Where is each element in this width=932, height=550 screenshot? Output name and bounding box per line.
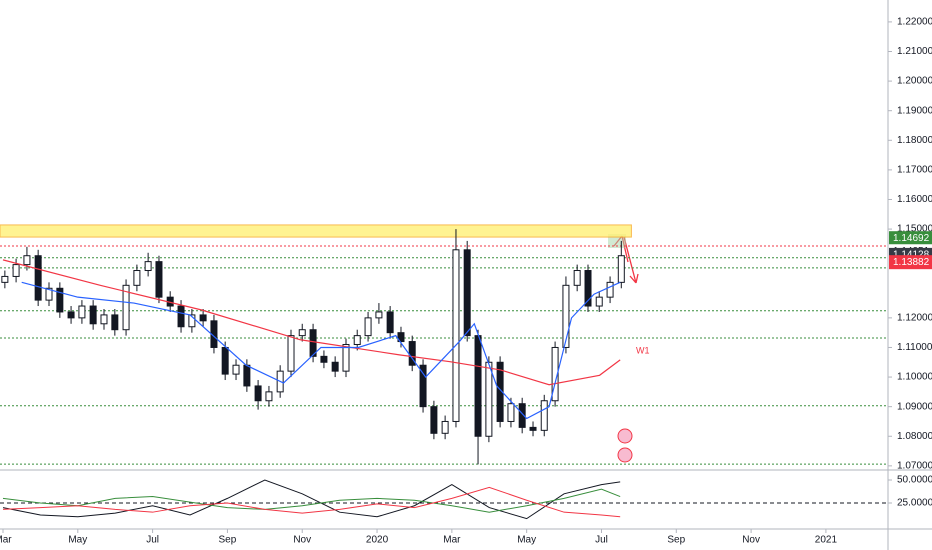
candle-body [595, 296, 603, 307]
price-label-box [889, 255, 932, 270]
candle-body [419, 364, 427, 408]
y-tick-label: 1.15000 [897, 224, 932, 235]
osc-tick-label: 50.00000 [897, 475, 932, 486]
y-tick-label: 1.18000 [897, 135, 932, 146]
candle-body [375, 311, 383, 319]
x-tick-label: 2021 [815, 535, 838, 546]
candle-body [45, 287, 53, 301]
candle-body [386, 311, 394, 334]
x-tick-label: Sep [219, 535, 237, 546]
x-tick-label: Jul [595, 535, 608, 546]
candle-body [309, 329, 317, 357]
moving-average [2, 259, 621, 386]
event-icon [617, 428, 633, 444]
candle-body [34, 255, 42, 301]
candle-body [188, 314, 196, 328]
candle-body [606, 281, 614, 298]
y-tick-label: 1.10000 [897, 372, 932, 383]
y-tick-label: 1.22000 [897, 17, 932, 28]
candle-body [507, 403, 515, 422]
y-tick-label: 1.09000 [897, 401, 932, 412]
x-tick-label: Jul [146, 535, 159, 546]
candle-body [221, 346, 229, 375]
price-label: 1.14692 [893, 233, 930, 244]
y-tick-label: 1.19000 [897, 105, 932, 116]
x-tick-label: Nov [742, 535, 760, 546]
x-tick-label: Mar [443, 535, 461, 546]
candle-body [518, 403, 526, 428]
y-tick-label: 1.08000 [897, 431, 932, 442]
candle-body [243, 364, 251, 387]
candle-body [474, 335, 482, 437]
candle-body [265, 391, 273, 402]
y-tick-label: 1.12000 [897, 313, 932, 324]
y-tick-label: 1.11000 [897, 342, 932, 353]
candle-body [364, 317, 372, 337]
candle-body [540, 400, 548, 431]
price-label: 1.14128 [893, 250, 930, 261]
x-tick-label: May [517, 535, 536, 546]
candle-body [430, 406, 438, 434]
candle-body [111, 314, 119, 331]
candle-body [1, 275, 9, 283]
candle-body [122, 284, 130, 331]
y-tick-label: 1.16000 [897, 194, 932, 205]
candle-body [463, 249, 471, 337]
candle-body [23, 255, 31, 266]
y-tick-label: 1.07000 [897, 460, 932, 471]
y-tick-label: 1.20000 [897, 76, 932, 87]
candle-body [551, 346, 559, 402]
candle-body [199, 314, 207, 322]
y-tick-label: 1.21000 [897, 46, 932, 57]
candle-body [320, 355, 328, 363]
candle-body [133, 270, 141, 286]
candle-body [12, 264, 20, 277]
candle-body [155, 261, 163, 298]
moving-average [21, 281, 621, 420]
candle-body [144, 261, 152, 272]
candle-body [67, 311, 75, 319]
y-tick-label: 1.17000 [897, 165, 932, 176]
candle-body [397, 332, 405, 343]
candle-body [529, 426, 537, 431]
candle-body [441, 420, 449, 434]
x-tick-label: Nov [293, 535, 311, 546]
candle-body [232, 364, 240, 375]
oscillator-line [2, 486, 621, 518]
x-tick-label: Sep [667, 535, 685, 546]
candle-body [78, 305, 86, 319]
resistance-zone [0, 224, 632, 238]
oscillator-line [2, 488, 621, 513]
candle-body [331, 361, 339, 372]
x-tick-label: 2020 [366, 535, 389, 546]
event-icon [617, 447, 633, 463]
candle-body [496, 361, 504, 422]
candle-body [100, 314, 108, 325]
candle-body [56, 287, 64, 313]
candle-body [562, 284, 570, 348]
candle-body [353, 335, 361, 346]
annotation: W1 [636, 345, 650, 355]
candle-body [452, 249, 460, 422]
price-label: 1.13882 [893, 257, 930, 268]
candle-body [287, 335, 295, 372]
candle-body [342, 344, 350, 372]
x-tick-label: Mar [0, 535, 12, 546]
x-tick-label: May [68, 535, 87, 546]
price-label-box [889, 231, 932, 246]
candle-body [89, 305, 97, 325]
osc-tick-label: 25.00000 [897, 498, 932, 509]
candle-body [485, 361, 493, 437]
candle-body [584, 270, 592, 307]
candle-body [298, 329, 306, 337]
candle-body [617, 255, 625, 283]
candle-body [573, 270, 581, 286]
candle-body [177, 305, 185, 328]
candle-body [254, 385, 262, 402]
